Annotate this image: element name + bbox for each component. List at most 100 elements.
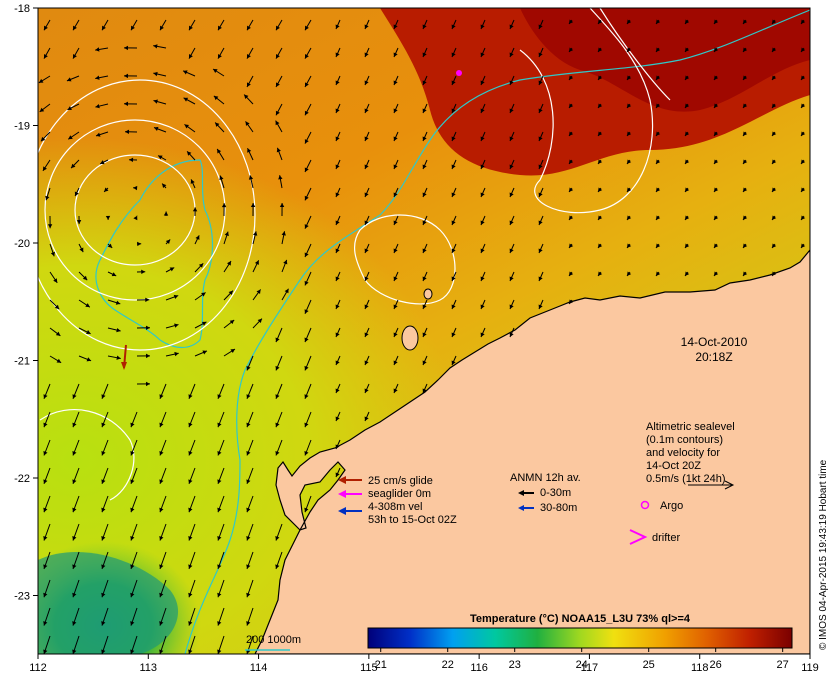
- velocity-vector-head: [246, 536, 251, 541]
- land-mass: [254, 249, 810, 654]
- velocity-vector-head: [183, 97, 189, 102]
- velocity-vector-head: [276, 147, 281, 153]
- velocity-vector-head: [598, 75, 603, 80]
- velocity-vector-head: [50, 251, 55, 257]
- velocity-vector-head: [278, 175, 283, 180]
- velocity-vector-head: [364, 360, 369, 365]
- velocity-vector-head: [509, 304, 514, 309]
- velocity-vector-head: [627, 243, 632, 248]
- velocity-vector-head: [71, 163, 76, 169]
- velocity-vector-head: [627, 75, 632, 80]
- velocity-vector-head: [743, 47, 748, 52]
- velocity-vector-head: [422, 164, 427, 169]
- velocity-vector-head: [188, 479, 193, 484]
- velocity-vector-head: [281, 231, 286, 236]
- velocity-vector-head: [304, 195, 309, 201]
- velocity-vector-head: [714, 159, 719, 164]
- y-tick-label: -18: [14, 3, 30, 15]
- velocity-vector-head: [656, 19, 661, 24]
- velocity-vector-head: [44, 25, 48, 31]
- velocity-vector-head: [275, 450, 280, 456]
- velocity-vector-head: [275, 536, 280, 541]
- seaglider-marker: [456, 70, 462, 76]
- velocity-vector-head: [335, 24, 340, 29]
- velocity-vector-head: [227, 261, 232, 266]
- velocity-vector-head: [246, 394, 251, 399]
- argo-label: Argo: [660, 500, 683, 512]
- velocity-vector-head: [72, 564, 77, 569]
- velocity-vector-head: [246, 621, 251, 626]
- glider-legend-text: 25 cm/s glide: [368, 475, 433, 487]
- velocity-vector-head: [480, 304, 485, 309]
- velocity-vector-head: [188, 422, 193, 428]
- x-tick-label: 119: [801, 662, 819, 674]
- velocity-vector-head: [72, 422, 77, 428]
- velocity-vector-head: [304, 110, 309, 116]
- velocity-vector-head: [224, 231, 229, 237]
- velocity-vector-head: [569, 159, 574, 164]
- velocity-vector-head: [201, 321, 207, 326]
- velocity-vector-head: [246, 422, 251, 428]
- velocity-vector-head: [772, 187, 777, 192]
- velocity-vector-head: [217, 148, 222, 154]
- velocity-vector-head: [393, 304, 398, 309]
- velocity-vector-head: [275, 82, 280, 87]
- velocity-vector-head: [38, 78, 44, 83]
- velocity-vector-head: [101, 507, 106, 513]
- velocity-vector-head: [56, 358, 62, 363]
- anmn-deep-label: 30-80m: [540, 502, 577, 514]
- velocity-vector-head: [598, 215, 603, 220]
- velocity-vector-head: [275, 110, 280, 116]
- velocity-vector-head: [217, 507, 222, 513]
- velocity-vector-head: [627, 271, 632, 276]
- velocity-vector-head: [245, 121, 250, 126]
- velocity-vector-head: [422, 192, 427, 197]
- velocity-vector-head: [714, 215, 719, 220]
- velocity-vector-head: [743, 243, 748, 248]
- velocity-vector-head: [304, 309, 309, 314]
- colorbar: Temperature (°C) NOAA15_L3U 73% ql>=4 21…: [367, 613, 793, 671]
- velocity-vector-head: [188, 394, 193, 399]
- velocity-vector-head: [188, 450, 193, 456]
- velocity-vector-head: [480, 164, 485, 169]
- velocity-vector-head: [229, 319, 235, 325]
- velocity-vector-head: [627, 19, 632, 24]
- velocity-vector-head: [189, 54, 193, 59]
- date-label: 14-Oct-2010: [681, 335, 748, 349]
- velocity-vector-head: [422, 276, 427, 281]
- velocity-vector-head: [130, 450, 135, 456]
- velocity-vector-head: [598, 19, 603, 24]
- velocity-vector-head: [192, 207, 198, 212]
- velocity-vector-head: [569, 47, 574, 52]
- velocity-vector-head: [213, 95, 219, 101]
- velocity-vector-head: [393, 248, 398, 253]
- teal-water-region: [38, 551, 179, 654]
- velocity-vector-head: [246, 592, 251, 598]
- altimetry-line-5: 0.5m/s (1kt 24h): [646, 473, 725, 485]
- velocity-vector-head: [130, 621, 135, 626]
- velocity-vector-head: [131, 25, 135, 31]
- velocity-vector-head: [509, 136, 514, 141]
- velocity-vector-head: [304, 224, 309, 229]
- velocity-vector-head: [55, 331, 61, 336]
- velocity-vector-head: [43, 564, 48, 569]
- velocity-vector-head: [86, 357, 92, 362]
- velocity-vector-head: [656, 47, 661, 52]
- velocity-vector-head: [47, 224, 53, 229]
- velocity-vector-head: [105, 215, 111, 220]
- velocity-vector-head: [184, 124, 189, 129]
- velocity-vector-head: [42, 166, 47, 171]
- vel-legend-text: 4-308m vel: [368, 501, 422, 513]
- velocity-vector-head: [422, 304, 427, 309]
- velocity-vector-head: [124, 45, 129, 51]
- colorbar-tick-label: 27: [777, 659, 789, 671]
- velocity-vector-head: [538, 80, 543, 85]
- velocity-vector-head: [685, 215, 690, 220]
- velocity-vector-head: [685, 103, 690, 108]
- velocity-vector-head: [772, 159, 777, 164]
- velocity-vector-head: [480, 276, 485, 281]
- velocity-vector-head: [116, 327, 121, 333]
- anmn-deep-head: [518, 505, 524, 511]
- velocity-vector-head: [509, 192, 514, 197]
- velocity-vector-head: [217, 621, 222, 626]
